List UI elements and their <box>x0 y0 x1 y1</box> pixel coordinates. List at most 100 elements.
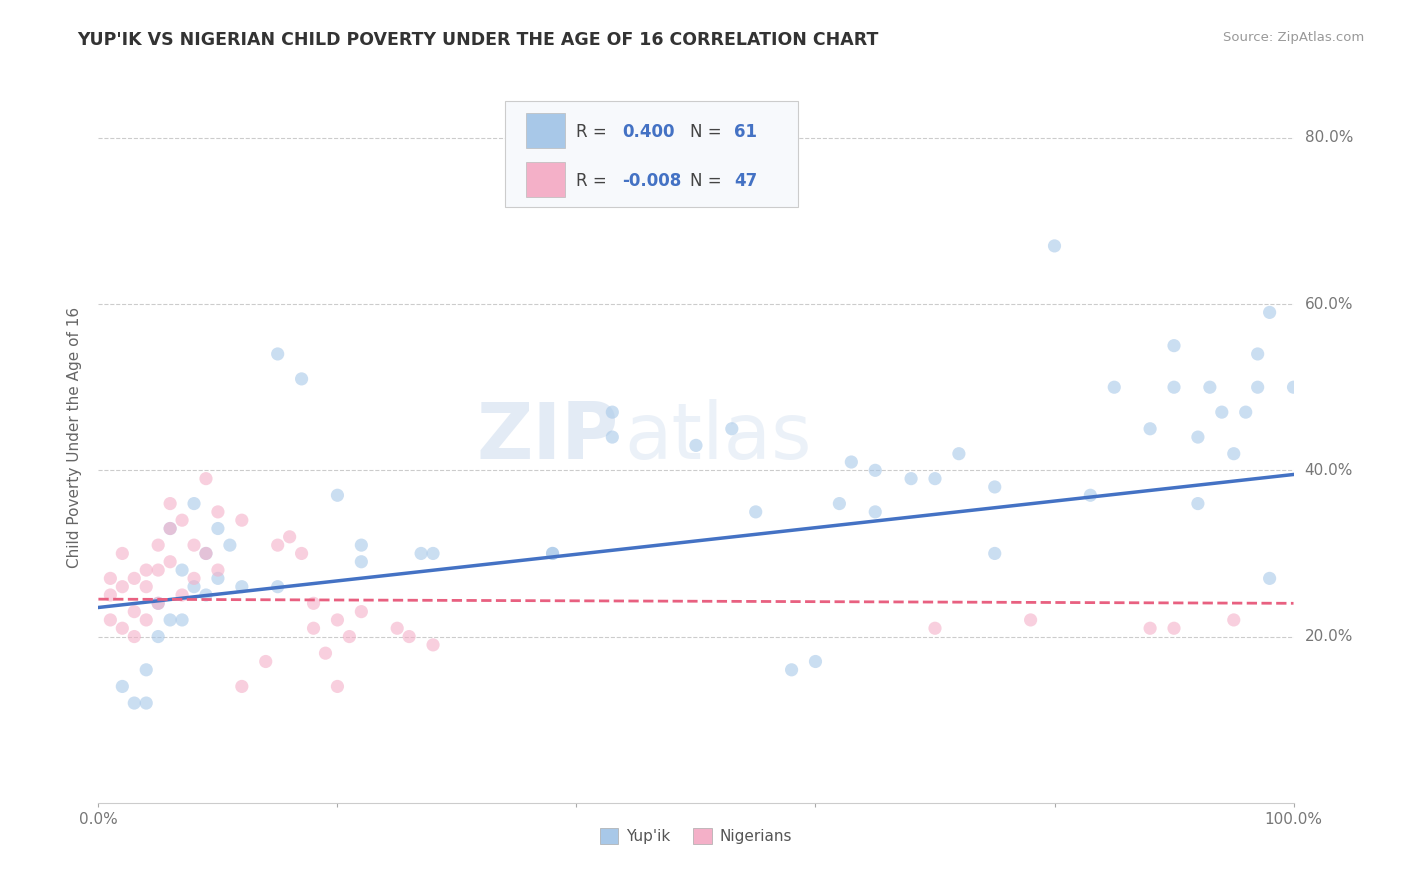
Point <box>984 546 1007 560</box>
Point <box>267 580 290 594</box>
Point <box>148 563 170 577</box>
Point <box>339 630 361 644</box>
Point <box>602 405 624 419</box>
Point <box>1223 613 1246 627</box>
Point <box>148 596 170 610</box>
Legend: Yup'ik, Nigerians: Yup'ik, Nigerians <box>595 822 797 850</box>
Point <box>1139 621 1161 635</box>
Point <box>828 497 851 511</box>
Point <box>350 555 373 569</box>
Point <box>1247 347 1270 361</box>
Point <box>398 630 420 644</box>
Point <box>924 621 946 635</box>
FancyBboxPatch shape <box>505 101 797 207</box>
Point <box>924 472 946 486</box>
Point <box>172 563 194 577</box>
Point <box>1282 380 1305 394</box>
Point <box>1258 305 1281 319</box>
Point <box>984 480 1007 494</box>
Point <box>148 596 170 610</box>
Text: atlas: atlas <box>624 399 811 475</box>
Point <box>231 680 253 694</box>
Point <box>900 472 922 486</box>
Point <box>865 463 887 477</box>
Point <box>254 655 277 669</box>
Point <box>267 538 290 552</box>
Point <box>195 546 218 560</box>
Point <box>422 638 444 652</box>
Text: 61: 61 <box>734 123 758 141</box>
Point <box>602 430 624 444</box>
Text: R =: R = <box>576 172 613 190</box>
Point <box>541 546 564 560</box>
Point <box>207 505 229 519</box>
Point <box>685 438 707 452</box>
Point <box>183 580 205 594</box>
Point <box>1211 405 1233 419</box>
Point <box>172 613 194 627</box>
Point <box>135 613 157 627</box>
Point <box>231 580 253 594</box>
Point <box>111 580 134 594</box>
Point <box>350 605 373 619</box>
Point <box>745 505 768 519</box>
Point <box>124 571 146 585</box>
FancyBboxPatch shape <box>526 112 565 148</box>
Point <box>278 530 301 544</box>
Point <box>111 546 134 560</box>
Point <box>183 497 205 511</box>
Text: YUP'IK VS NIGERIAN CHILD POVERTY UNDER THE AGE OF 16 CORRELATION CHART: YUP'IK VS NIGERIAN CHILD POVERTY UNDER T… <box>77 31 879 49</box>
FancyBboxPatch shape <box>526 162 565 197</box>
Y-axis label: Child Poverty Under the Age of 16: Child Poverty Under the Age of 16 <box>67 307 83 567</box>
Point <box>148 538 170 552</box>
Point <box>326 488 349 502</box>
Point <box>135 696 157 710</box>
Point <box>195 588 218 602</box>
Point <box>1223 447 1246 461</box>
Point <box>948 447 970 461</box>
Point <box>350 538 373 552</box>
Text: Source: ZipAtlas.com: Source: ZipAtlas.com <box>1223 31 1364 45</box>
Point <box>385 621 409 635</box>
Point <box>291 546 314 560</box>
Point <box>172 513 194 527</box>
Point <box>326 680 349 694</box>
Point <box>159 613 181 627</box>
Point <box>124 605 146 619</box>
Point <box>1199 380 1222 394</box>
Point <box>159 497 181 511</box>
Point <box>98 613 122 627</box>
Point <box>135 663 157 677</box>
Point <box>422 546 444 560</box>
Text: R =: R = <box>576 123 613 141</box>
Point <box>183 571 205 585</box>
Point <box>841 455 863 469</box>
Point <box>1043 239 1066 253</box>
Text: -0.008: -0.008 <box>621 172 681 190</box>
Point <box>148 630 170 644</box>
Point <box>1104 380 1126 394</box>
Text: 40.0%: 40.0% <box>1305 463 1353 478</box>
Point <box>721 422 744 436</box>
Point <box>315 646 337 660</box>
Point <box>207 521 229 535</box>
Point <box>302 596 325 610</box>
Point <box>1234 405 1257 419</box>
Point <box>411 546 433 560</box>
Point <box>1163 380 1185 394</box>
Point <box>267 347 290 361</box>
Point <box>1187 430 1209 444</box>
Text: 47: 47 <box>734 172 758 190</box>
Point <box>111 621 134 635</box>
Point <box>1187 497 1209 511</box>
Point <box>124 630 146 644</box>
Text: 80.0%: 80.0% <box>1305 130 1353 145</box>
Point <box>326 613 349 627</box>
Point <box>865 505 887 519</box>
Point <box>135 580 157 594</box>
Point <box>541 546 564 560</box>
Point <box>135 563 157 577</box>
Text: 20.0%: 20.0% <box>1305 629 1353 644</box>
Text: 60.0%: 60.0% <box>1305 297 1353 311</box>
Point <box>159 555 181 569</box>
